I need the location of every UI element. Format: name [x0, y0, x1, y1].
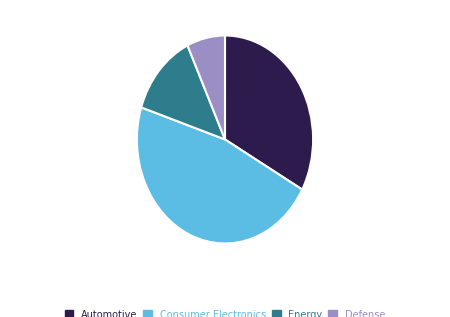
Wedge shape: [225, 36, 313, 190]
Wedge shape: [188, 36, 225, 139]
Legend: Automotive, Consumer Electronics, Energy, Defense: Automotive, Consumer Electronics, Energy…: [63, 308, 387, 317]
Wedge shape: [137, 107, 302, 243]
Wedge shape: [141, 45, 225, 139]
